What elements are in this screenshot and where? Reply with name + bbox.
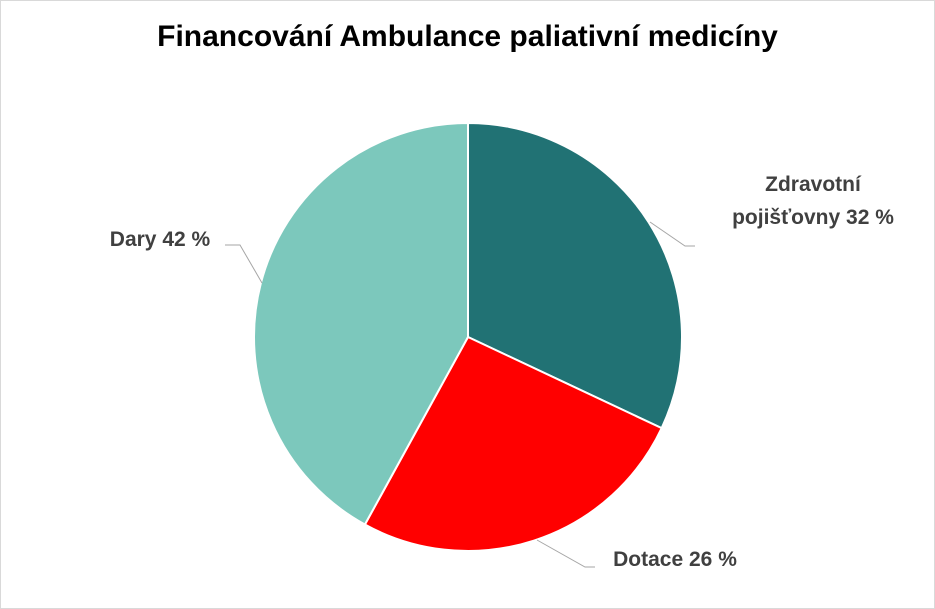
- pie-slice: [467, 121, 683, 430]
- data-label: Dotace 26 %: [590, 543, 760, 576]
- label-value: 26 %: [689, 548, 737, 571]
- data-label: Zdravotní pojišťovny 32 %: [713, 168, 913, 234]
- label-category: Dotace: [613, 548, 684, 571]
- data-label: Dary 42 %: [90, 223, 230, 256]
- label-value: 42 %: [162, 228, 211, 251]
- pie-slice: [253, 121, 469, 526]
- chart-title: Financování Ambulance paliativní medicín…: [157, 20, 778, 53]
- leader-line: [225, 244, 263, 284]
- label-category: Dary: [109, 228, 157, 251]
- leader-line: [649, 221, 695, 247]
- label-category: Zdravotní pojišťovny: [732, 173, 861, 229]
- leader-line: [536, 539, 595, 568]
- label-value: 32 %: [846, 206, 894, 229]
